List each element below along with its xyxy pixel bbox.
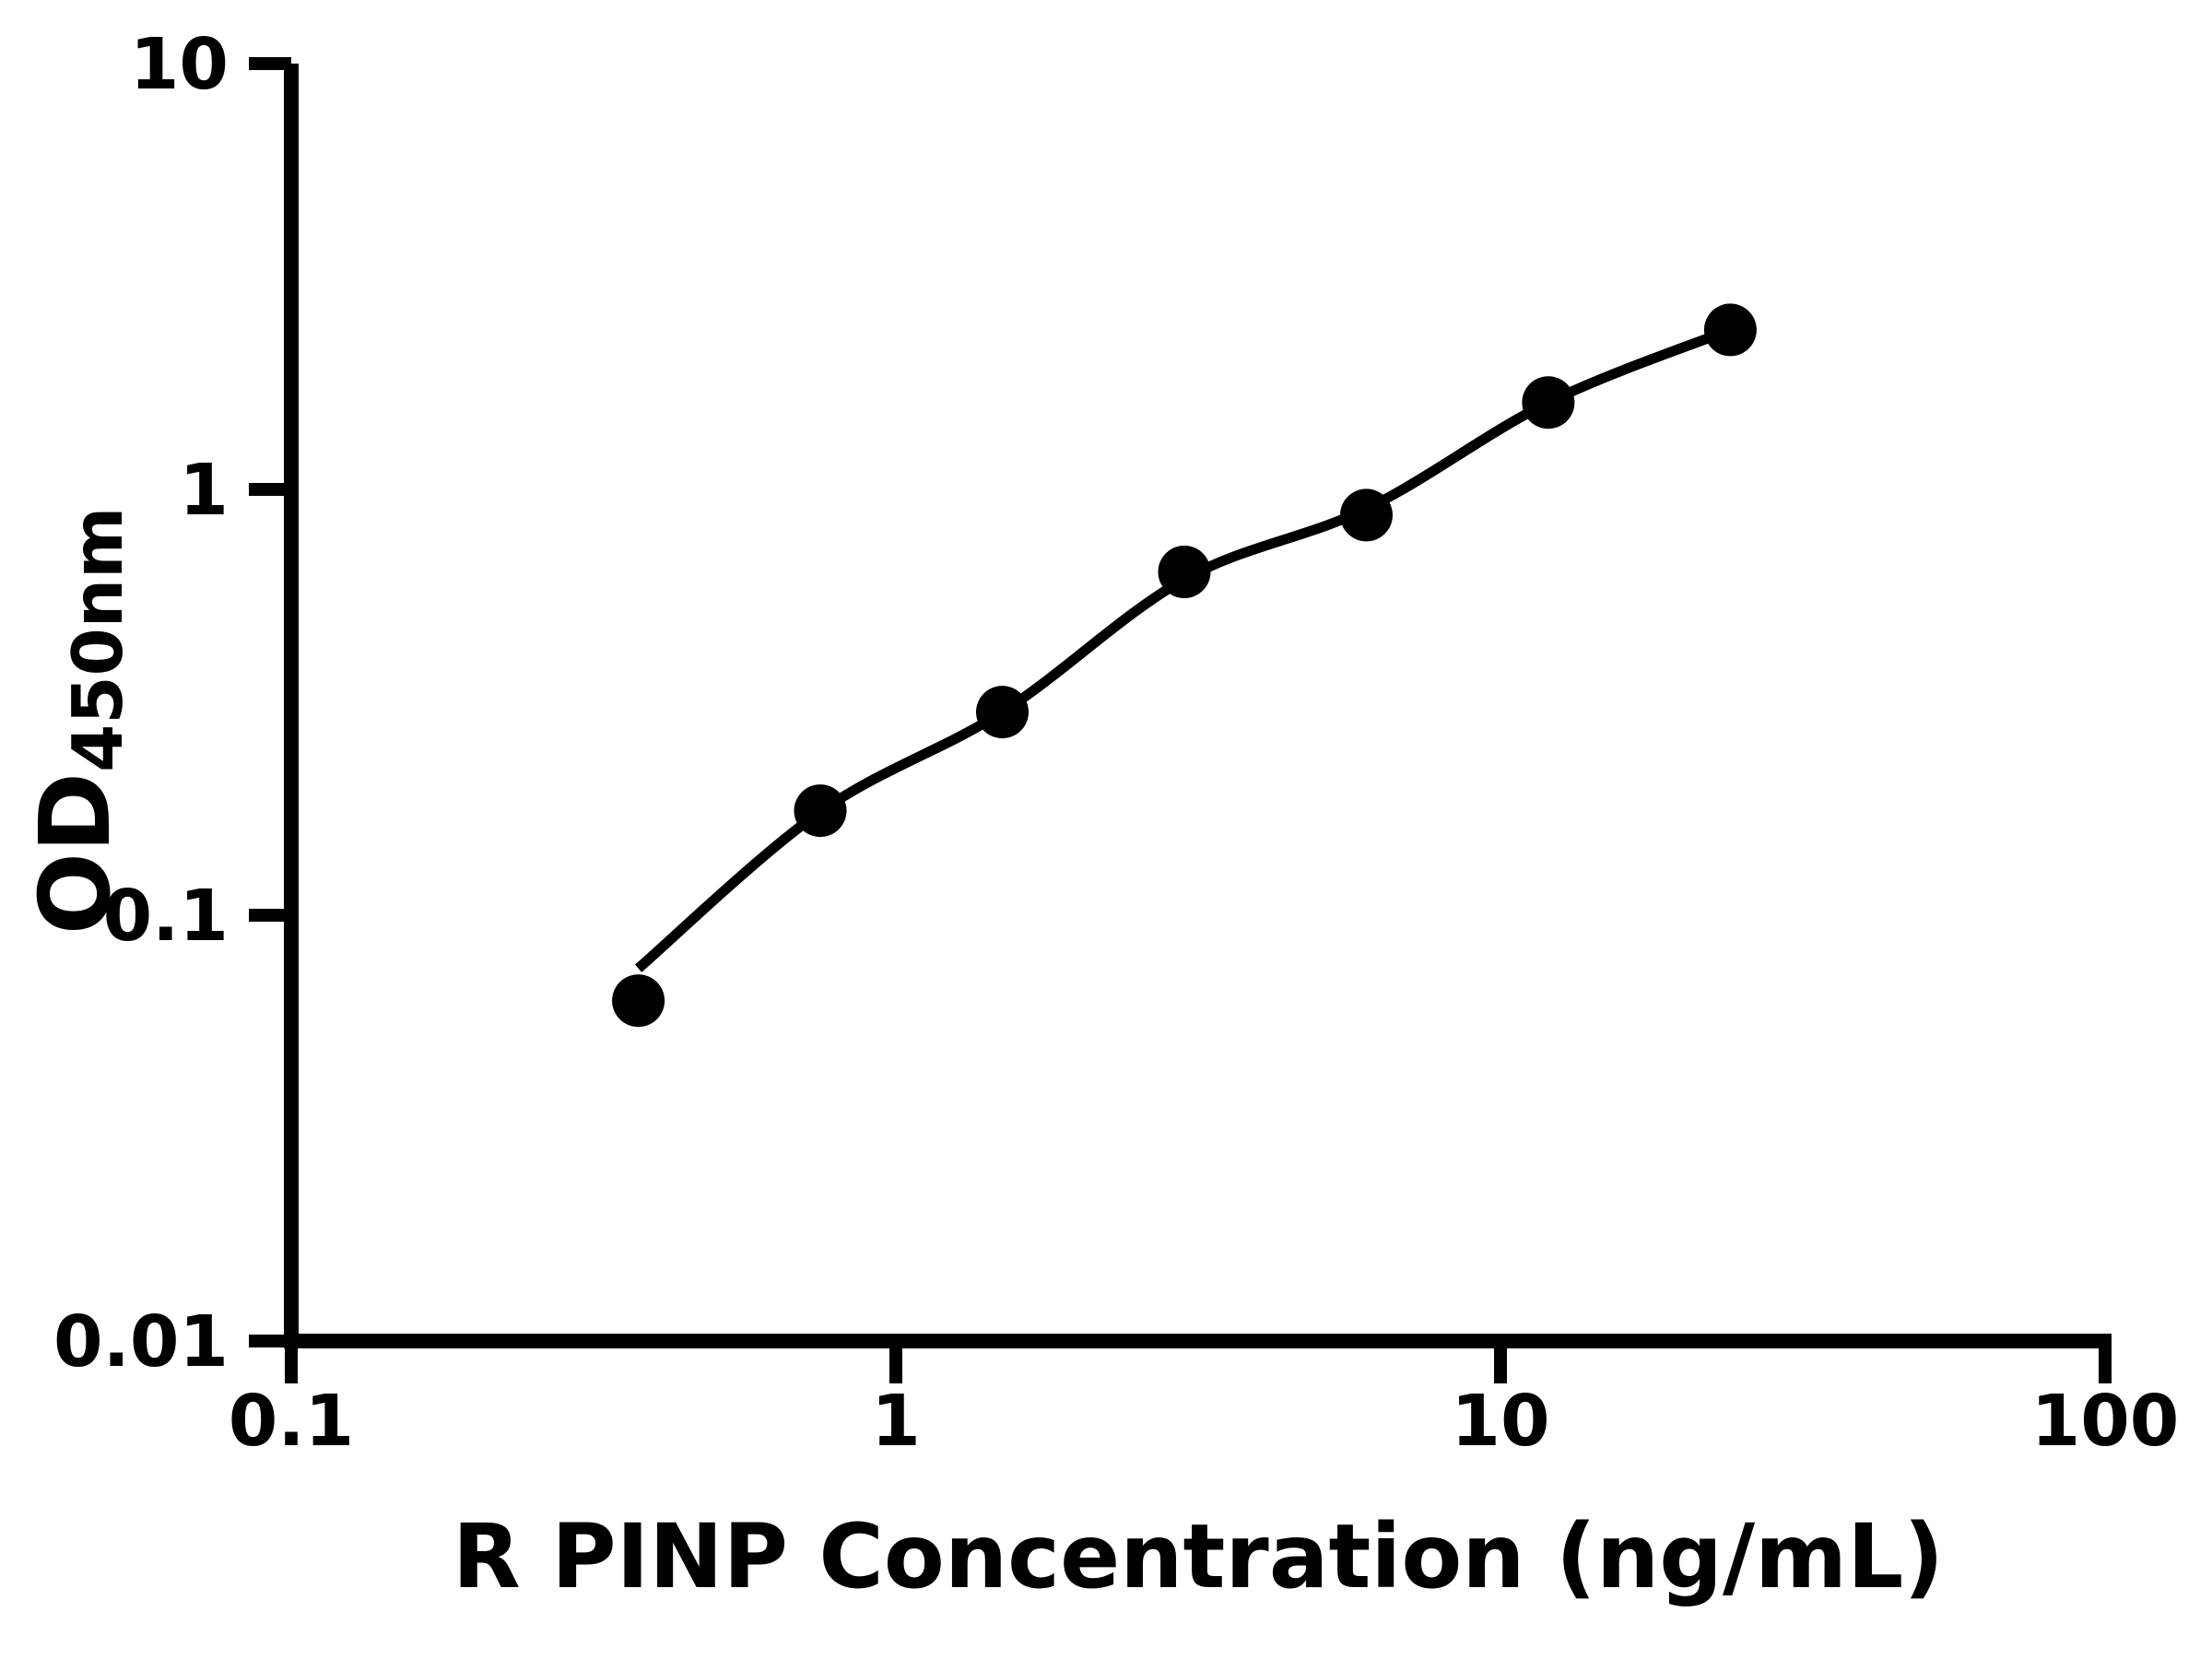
y-tick-label: 10 [130,24,229,106]
x-tick-label: 100 [2031,1381,2180,1463]
axes [249,57,2112,1383]
data-point [1522,376,1575,429]
data-point [1703,303,1757,357]
y-tick-label: 0.01 [53,1301,229,1383]
x-tick-label: 10 [1451,1381,1549,1463]
y-tick-label: 1 [179,450,229,532]
x-tick-label: 0.1 [229,1381,354,1463]
y-tick-label: 0.1 [103,876,229,958]
x-axis-title: R PINP Concentration (ng/mL) [453,1505,1944,1608]
x-tick-label: 1 [871,1381,921,1463]
y-axis-title-subscript: 450nm [57,507,138,772]
y-axis-title: OD450nm [19,507,138,935]
data-points [612,303,1757,1028]
data-point [1340,488,1393,542]
data-point [612,974,665,1028]
data-point [794,784,847,838]
svg-text:OD450nm: OD450nm [19,507,138,935]
data-point [1158,546,1211,598]
data-point [976,686,1029,739]
y-axis-title-main: OD [19,772,132,935]
